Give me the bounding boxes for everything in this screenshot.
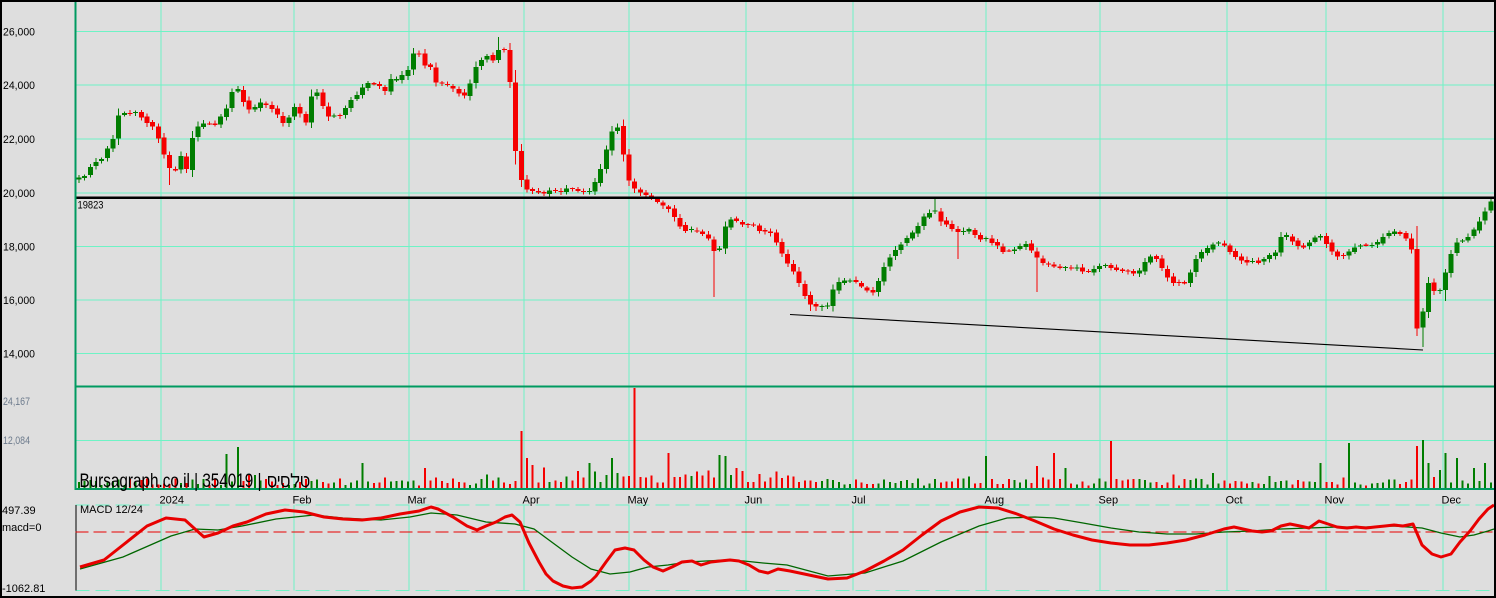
svg-text:497.39: 497.39: [2, 505, 36, 517]
svg-text:14,000: 14,000: [3, 349, 35, 361]
svg-text:20,000: 20,000: [3, 188, 35, 200]
svg-text:Nov: Nov: [1325, 495, 1345, 507]
svg-text:18,000: 18,000: [3, 242, 35, 254]
svg-text:Dec: Dec: [1442, 495, 1462, 507]
svg-text:22,000: 22,000: [3, 134, 35, 146]
svg-text:16,000: 16,000: [3, 295, 35, 307]
svg-text:Jul: Jul: [852, 495, 866, 507]
svg-text:Jun: Jun: [745, 495, 763, 507]
svg-text:Mar: Mar: [408, 495, 427, 507]
svg-text:MACD 12/24: MACD 12/24: [80, 504, 143, 516]
svg-text:19823: 19823: [78, 200, 104, 212]
svg-text:24,000: 24,000: [3, 80, 35, 92]
svg-text:Aug: Aug: [985, 495, 1005, 507]
svg-text:Sep: Sep: [1099, 495, 1119, 507]
svg-text:Oct: Oct: [1226, 495, 1243, 507]
svg-text:Bursagraph.co.il | 354019 |: Bursagraph.co.il | 354019 |: [80, 471, 262, 492]
svg-text:2024: 2024: [160, 495, 184, 507]
svg-text:macd=0: macd=0: [2, 522, 41, 534]
svg-text:Feb: Feb: [293, 495, 312, 507]
svg-text:-1062.81: -1062.81: [2, 583, 45, 595]
svg-text:24,167: 24,167: [3, 396, 30, 408]
svg-text:12,084: 12,084: [3, 435, 30, 447]
svg-text:26,000: 26,000: [3, 27, 35, 39]
svg-text:May: May: [628, 495, 649, 507]
svg-text:Apr: Apr: [523, 495, 540, 507]
